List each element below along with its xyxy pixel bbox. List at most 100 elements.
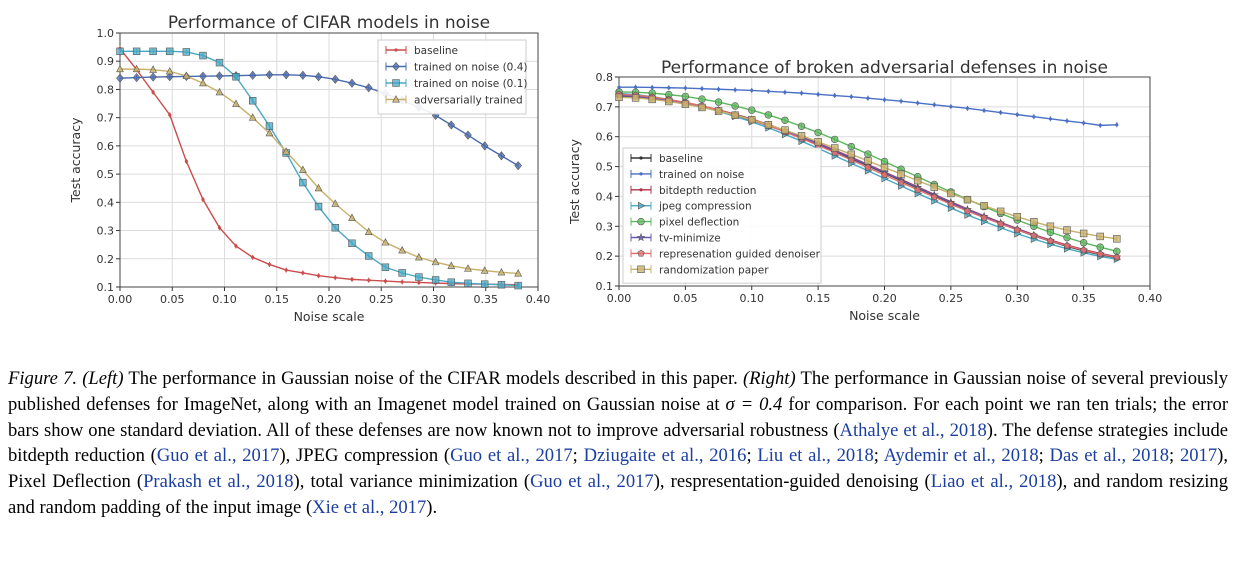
data-point: [750, 88, 754, 93]
data-point: [431, 276, 440, 284]
citation-link[interactable]: Guo et al., 2017: [530, 471, 654, 493]
data-point: [392, 95, 400, 103]
legend-label: tv-minimize: [659, 233, 721, 245]
data-point: [182, 71, 191, 79]
data-point: [849, 95, 853, 99]
data-point: [947, 189, 955, 198]
y-tick-label: 0.1: [97, 281, 115, 294]
data-point: [348, 78, 356, 88]
data-point: [847, 150, 856, 159]
data-point: [781, 126, 789, 134]
data-point: [899, 99, 903, 103]
plot-frame: [618, 76, 1151, 287]
y-tick-label: 0.5: [97, 168, 115, 181]
data-point: [650, 85, 654, 90]
x-axis-label: Noise scale: [849, 308, 920, 323]
data-point: [714, 98, 723, 106]
data-point: [182, 48, 191, 56]
data-point: [633, 85, 638, 89]
data-point: [381, 238, 390, 246]
y-tick-label: 0.8: [97, 83, 115, 96]
legend-label: represenation guided denoiser: [659, 248, 821, 260]
data-point: [165, 66, 174, 75]
citation-link[interactable]: Aydemir et al., 2018: [883, 445, 1039, 467]
citation-link[interactable]: 2017: [1179, 445, 1218, 467]
legend-label: jpeg compression: [658, 201, 752, 213]
data-point: [481, 280, 489, 288]
figure-caption: Figure 7. (Left) The performance in Gaus…: [8, 368, 1229, 518]
data-point: [265, 70, 274, 80]
data-point: [282, 70, 290, 80]
data-point: [314, 202, 323, 211]
data-point: [637, 249, 645, 257]
data-point: [637, 217, 645, 226]
data-point: [947, 200, 955, 208]
citation-link[interactable]: Xie et al., 2017: [312, 496, 427, 518]
x-tick-label: 0.35: [474, 293, 499, 306]
data-point: [383, 279, 388, 283]
x-tick-label: 0.10: [740, 292, 765, 305]
data-point: [637, 201, 646, 210]
x-tick-label: 0.20: [872, 292, 897, 305]
data-point: [215, 58, 224, 67]
data-point: [615, 93, 623, 102]
y-tick-label: 0.2: [596, 250, 614, 263]
data-point: [394, 48, 398, 52]
y-axis-label: Test accuracy: [68, 117, 83, 204]
citation-link[interactable]: Guo et al., 2017: [450, 445, 573, 467]
data-point: [716, 87, 721, 91]
data-point: [431, 257, 440, 266]
data-point: [930, 193, 938, 201]
citation-link[interactable]: Guo et al., 2017: [156, 445, 280, 467]
data-point: [392, 61, 400, 72]
legend-item: baseline: [385, 45, 458, 57]
data-point: [1046, 222, 1055, 230]
data-point: [267, 262, 272, 267]
data-point: [299, 70, 307, 80]
data-point: [166, 47, 174, 56]
citation-link[interactable]: Liu et al., 2018: [757, 445, 874, 467]
x-tick-label: 0.40: [526, 293, 551, 306]
citation-link[interactable]: Dziugaite et al., 2016: [583, 445, 747, 467]
citation-link[interactable]: Das et al., 2018: [1049, 445, 1170, 467]
data-point: [764, 121, 773, 129]
x-tick-label: 0.35: [1071, 292, 1096, 305]
x-tick-label: 0.25: [369, 293, 394, 306]
data-point: [636, 232, 646, 242]
data-point: [282, 147, 291, 155]
data-point: [447, 278, 455, 286]
data-point: [1030, 218, 1038, 226]
data-point: [251, 255, 255, 259]
data-point: [447, 261, 456, 269]
legend: baseline trained on noise (0.4) trained on…: [377, 39, 527, 115]
data-point: [1063, 241, 1071, 249]
data-point: [149, 65, 158, 73]
data-point: [464, 279, 472, 288]
data-point: [365, 252, 373, 260]
legend-label: trained on noise: [659, 169, 744, 181]
cifar-noise-chart: Performance of CIFAR models in noise 0.00…: [68, 13, 551, 324]
data-point: [417, 280, 421, 285]
data-point: [781, 116, 789, 124]
data-point: [681, 100, 690, 108]
legend-label: trained on noise (0.1): [414, 78, 527, 90]
data-point: [880, 163, 889, 172]
x-tick-label: 0.30: [1005, 292, 1030, 305]
citation-link[interactable]: Prakash et al., 2018: [143, 471, 294, 493]
citation-link[interactable]: Athalye et al., 2018: [839, 419, 987, 441]
data-point: [398, 269, 406, 277]
data-point: [932, 103, 936, 107]
data-point: [683, 86, 687, 90]
data-point: [132, 73, 141, 83]
data-point: [314, 72, 323, 82]
legend-label: pixel deflection: [659, 217, 739, 229]
data-point: [364, 83, 373, 93]
data-point: [348, 213, 356, 221]
citation-link[interactable]: Liao et al., 2018: [930, 471, 1057, 493]
legend-item: pixel deflection: [630, 217, 739, 229]
data-point: [831, 144, 839, 152]
y-tick-label: 0.7: [596, 101, 614, 114]
data-point: [215, 87, 224, 96]
y-tick-label: 0.1: [596, 280, 614, 293]
data-point: [400, 280, 404, 284]
